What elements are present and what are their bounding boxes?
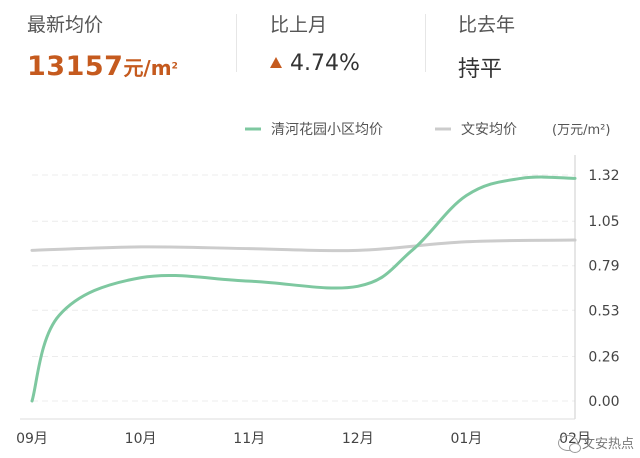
y-tick-label: 0.79 [588, 259, 619, 275]
divider [425, 14, 426, 72]
y-tick-label: 0.53 [588, 303, 619, 319]
year-over-year-value-row: 持平 [458, 51, 515, 83]
x-tick-label: 10月 [125, 431, 157, 447]
legend-label-1: 清河花园小区均价 [271, 122, 383, 138]
unit-label: (万元/m²) [552, 123, 610, 138]
up-arrow-icon [270, 57, 282, 68]
month-over-month-label: 比上月 [270, 14, 328, 36]
series-line-2 [30, 238, 577, 253]
wechat-icon [557, 434, 581, 453]
x-tick-label: 09月 [16, 431, 48, 447]
month-over-month-value: 4.74% [290, 51, 360, 76]
latest-price-unit-sup: 2 [171, 61, 178, 72]
y-tick-label: 1.05 [588, 214, 619, 230]
year-over-year-label: 比去年 [458, 14, 516, 36]
latest-price-unit: 元/m [123, 56, 172, 80]
year-over-year-value: 持平 [458, 57, 503, 82]
year-over-year-block: 比去年 持平 [458, 10, 515, 83]
latest-price-block: 最新均价 13157元/m2 [27, 10, 178, 82]
month-over-month-value-row: 4.74% [270, 51, 360, 76]
series-line-1 [30, 175, 577, 403]
latest-price-label: 最新均价 [27, 14, 104, 36]
y-tick-label: 0.00 [588, 394, 619, 410]
watermark: 文安热点 [557, 433, 634, 453]
x-tick-label: 11月 [233, 431, 265, 447]
stats-header: 最新均价 13157元/m2 比上月 4.74% 比去年 持平 [0, 0, 640, 100]
watermark-text: 文安热点 [581, 437, 634, 452]
latest-price-value-row: 13157元/m2 [27, 51, 178, 82]
y-tick-label: 1.32 [588, 168, 619, 184]
legend-label-2: 文安均价 [461, 122, 517, 138]
latest-price-value: 13157 [27, 51, 124, 82]
price-line-chart: 清河花园小区均价 文安均价 (万元/m²) 0.00 0.26 0.53 0.79 1.05 1… [16, 122, 620, 447]
x-tick-label: 01月 [450, 431, 482, 447]
x-tick-label: 12月 [342, 431, 374, 447]
divider [236, 14, 237, 72]
y-tick-label: 0.26 [588, 349, 619, 365]
month-over-month-block: 比上月 4.74% [270, 10, 360, 76]
